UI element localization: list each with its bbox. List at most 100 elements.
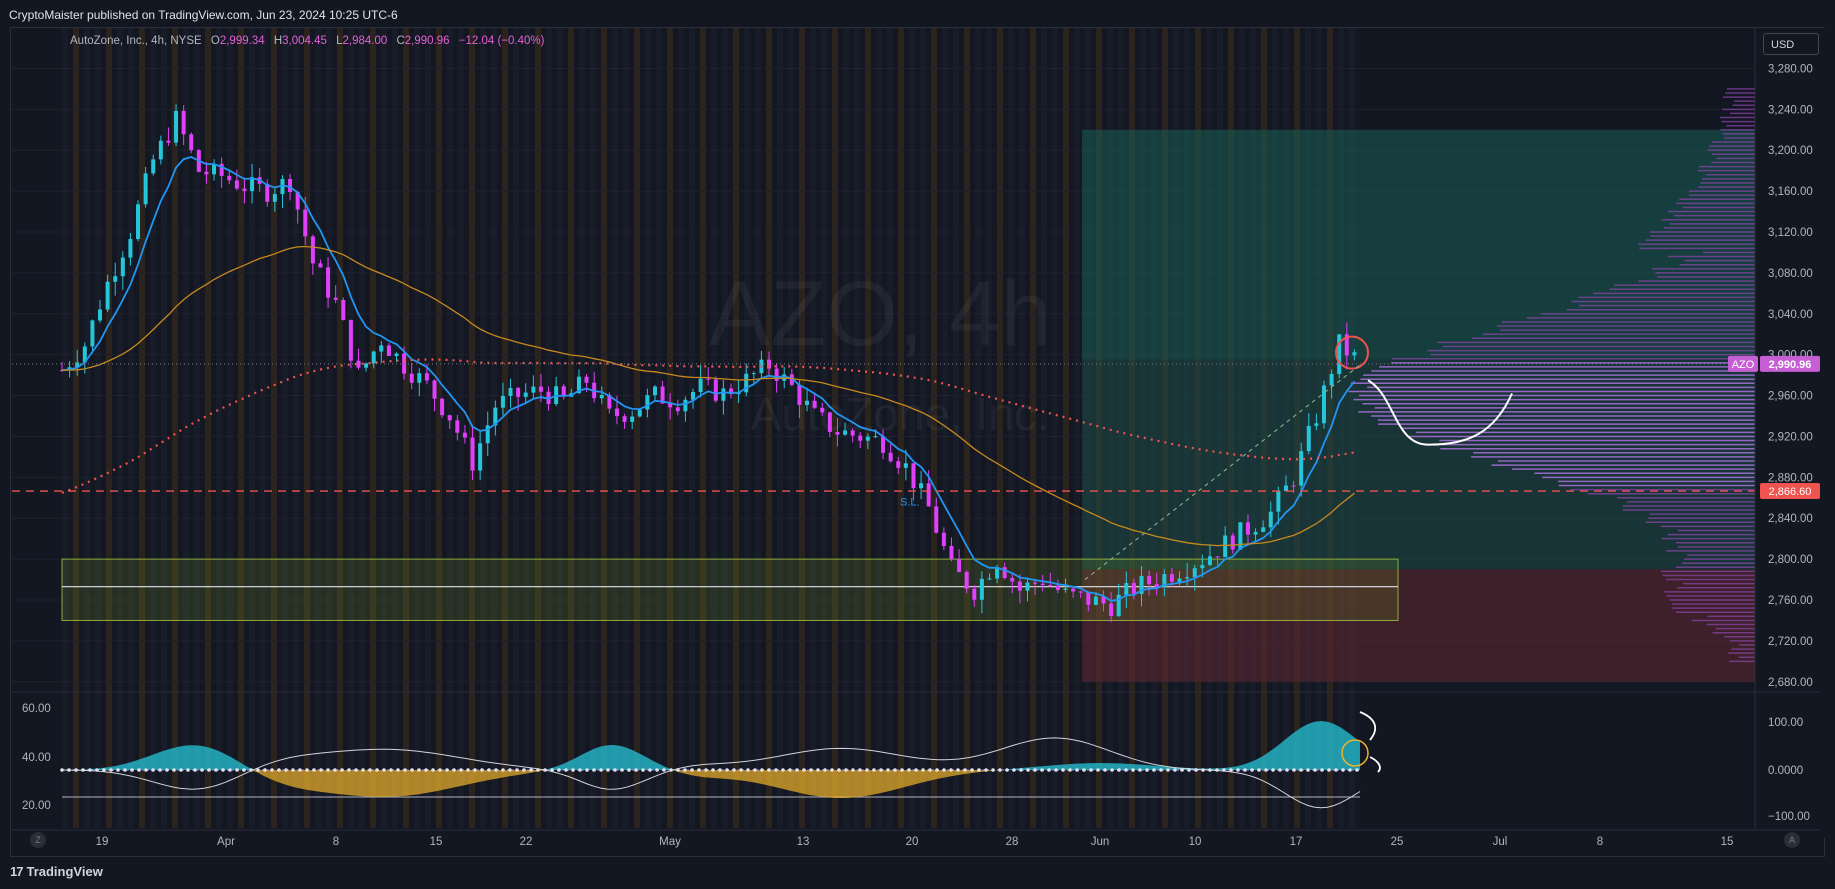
candle-body [585, 377, 589, 383]
candle-body [1352, 352, 1356, 355]
session-stripe [425, 28, 431, 828]
oscillator-dot [424, 768, 428, 772]
candle-body [1109, 603, 1113, 616]
session-stripe [150, 28, 156, 828]
stop-price-tag-label: 2,866.60 [1769, 486, 1812, 498]
oscillator-dot [536, 768, 540, 772]
session-stripe [337, 28, 343, 828]
candle-body [873, 436, 877, 437]
session-stripe [711, 28, 717, 828]
oscillator-dot [921, 768, 925, 772]
candle-body [843, 430, 847, 434]
oscillator-dot [1166, 768, 1170, 772]
time-tick: Jun [1091, 836, 1110, 848]
oscillator-dot [592, 768, 596, 772]
close-value: 2,990.96 [405, 35, 450, 47]
change-value: −12.04 (−0.40%) [459, 35, 545, 47]
oscillator-dot [102, 768, 106, 772]
oscillator-dot [1117, 768, 1121, 772]
oscillator-dot [1208, 768, 1212, 772]
oscillator-dot [746, 768, 750, 772]
oscillator-dot [620, 768, 624, 772]
session-stripe [326, 28, 332, 828]
candle-body [965, 572, 969, 589]
oscillator-dot [480, 768, 484, 772]
oscillator-dot [1068, 768, 1072, 772]
oscillator-dot [606, 768, 610, 772]
candle-body [1299, 451, 1303, 486]
candle-body [334, 298, 338, 300]
candle-body [395, 354, 399, 356]
oscillator-dot [1285, 768, 1289, 772]
oscillator-dot [1061, 768, 1065, 772]
oscillator-dot [697, 768, 701, 772]
oscillator-dot [368, 768, 372, 772]
oscillator-dot [165, 768, 169, 772]
candle-body [288, 179, 292, 192]
candle-body [455, 420, 459, 432]
auto-scale-button[interactable]: A [1784, 832, 1800, 848]
time-tick: Jul [1493, 836, 1508, 848]
session-stripe [282, 28, 288, 828]
oscillator-dot [375, 768, 379, 772]
oscillator-dot [459, 768, 463, 772]
session-stripe [106, 28, 112, 828]
session-stripe [139, 28, 145, 828]
session-stripe [117, 28, 123, 828]
candle-body [166, 141, 170, 143]
time-tick: 22 [520, 836, 533, 848]
watermark-name: AutoZone, Inc. [750, 388, 1049, 440]
candle-body [379, 345, 383, 351]
candle-body [440, 399, 444, 415]
oscillator-dot [1243, 768, 1247, 772]
oscillator-dot [900, 768, 904, 772]
oscillator-dot [683, 768, 687, 772]
oscillator-dot [221, 768, 225, 772]
candle-body [242, 189, 246, 192]
oscillator-dot [389, 768, 393, 772]
oscillator-dot [599, 768, 603, 772]
oscillator-dot [795, 768, 799, 772]
candle-body [417, 373, 421, 383]
oscillator-dot [207, 768, 211, 772]
currency-button[interactable]: USD [1763, 33, 1819, 55]
oscillator-dot [851, 768, 855, 772]
session-stripe [645, 28, 651, 828]
oscillator-dot [844, 768, 848, 772]
oscillator-dot [1257, 768, 1261, 772]
candle-body [318, 263, 322, 267]
oscillator-dot [781, 768, 785, 772]
oscillator-dot [494, 768, 498, 772]
session-stripe [370, 28, 376, 828]
session-stripe [304, 28, 310, 828]
open-key: O [211, 35, 220, 47]
oscillator-dot [704, 768, 708, 772]
candle-body [699, 379, 703, 392]
candle-body [1025, 583, 1029, 591]
oscillator-left-tick: 20.00 [22, 800, 51, 812]
price-tick: 3,240.00 [1768, 104, 1813, 116]
oscillator-dot [1271, 768, 1275, 772]
candle-body [159, 141, 163, 160]
candle-body [851, 430, 855, 435]
candle-body [1155, 584, 1159, 587]
time-tick: 8 [1597, 836, 1603, 848]
candle-body [1033, 583, 1037, 584]
candle-body [356, 361, 360, 368]
last-price-tag-label: 2,990.96 [1769, 359, 1812, 371]
time-tick: 19 [96, 836, 109, 848]
oscillator-dot [515, 768, 519, 772]
candle-body [1132, 583, 1136, 594]
oscillator-dot [228, 768, 232, 772]
oscillator-dot [193, 768, 197, 772]
oscillator-dot [557, 768, 561, 772]
zoom-corner-button[interactable]: Z [30, 832, 46, 848]
session-stripe [238, 28, 244, 828]
session-stripe [634, 28, 640, 828]
candle-body [1269, 512, 1273, 528]
session-stripe [359, 28, 365, 828]
oscillator-dot [1229, 768, 1233, 772]
candle-body [645, 395, 649, 409]
oscillator-dot [1264, 768, 1268, 772]
